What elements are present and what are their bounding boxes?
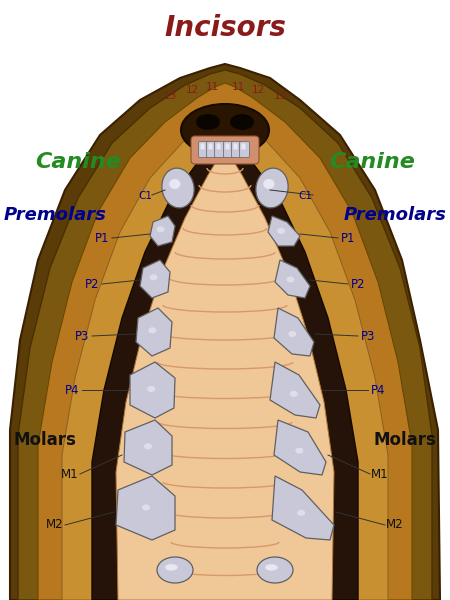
Polygon shape [274, 308, 314, 356]
Ellipse shape [265, 564, 278, 571]
FancyBboxPatch shape [191, 136, 259, 164]
Polygon shape [275, 260, 310, 298]
Polygon shape [124, 420, 172, 475]
Polygon shape [150, 216, 175, 246]
Text: P3: P3 [75, 329, 89, 343]
Ellipse shape [181, 104, 269, 156]
FancyBboxPatch shape [234, 143, 238, 149]
FancyBboxPatch shape [231, 142, 242, 157]
FancyBboxPatch shape [208, 143, 212, 149]
Text: P1: P1 [341, 232, 355, 245]
Polygon shape [272, 476, 334, 540]
Ellipse shape [169, 179, 180, 189]
Polygon shape [268, 216, 300, 246]
Polygon shape [92, 135, 358, 600]
Text: P1: P1 [95, 232, 109, 245]
Text: 11: 11 [205, 82, 219, 92]
Ellipse shape [287, 277, 294, 283]
Polygon shape [274, 420, 326, 475]
Ellipse shape [256, 168, 288, 208]
Polygon shape [130, 362, 175, 418]
Polygon shape [116, 476, 175, 540]
Ellipse shape [290, 391, 298, 397]
Text: 12: 12 [252, 85, 265, 95]
FancyBboxPatch shape [239, 142, 249, 157]
Ellipse shape [277, 228, 285, 234]
Text: Premolars: Premolars [4, 206, 107, 224]
Ellipse shape [157, 226, 165, 232]
Ellipse shape [288, 331, 297, 337]
Text: M1: M1 [61, 467, 79, 481]
Polygon shape [140, 260, 170, 298]
FancyBboxPatch shape [224, 142, 234, 157]
Ellipse shape [162, 168, 194, 208]
FancyBboxPatch shape [216, 143, 220, 149]
Text: 12: 12 [185, 85, 198, 95]
Polygon shape [62, 104, 388, 600]
Polygon shape [10, 64, 440, 600]
Ellipse shape [149, 274, 158, 280]
Ellipse shape [196, 114, 220, 130]
Text: Premolars: Premolars [343, 206, 446, 224]
Polygon shape [136, 308, 172, 356]
Text: P2: P2 [85, 277, 99, 290]
Text: C1: C1 [138, 191, 152, 201]
Text: C1: C1 [298, 191, 312, 201]
Text: P2: P2 [351, 277, 365, 290]
Ellipse shape [295, 448, 303, 454]
Polygon shape [38, 83, 412, 600]
Ellipse shape [257, 557, 293, 583]
Text: Canine: Canine [329, 152, 415, 172]
Ellipse shape [297, 510, 305, 516]
Text: P3: P3 [361, 329, 375, 343]
Ellipse shape [147, 386, 155, 392]
Polygon shape [116, 145, 334, 600]
Text: Canine: Canine [35, 152, 121, 172]
Ellipse shape [165, 564, 178, 571]
Text: P4: P4 [65, 383, 79, 397]
Text: M2: M2 [386, 518, 404, 532]
FancyBboxPatch shape [198, 142, 208, 157]
Text: M1: M1 [371, 467, 389, 481]
FancyBboxPatch shape [242, 143, 246, 149]
Ellipse shape [144, 443, 152, 449]
Text: Incisors: Incisors [164, 14, 286, 42]
Polygon shape [270, 362, 320, 418]
Polygon shape [18, 70, 432, 600]
Ellipse shape [263, 179, 274, 189]
Text: Molars: Molars [374, 431, 436, 449]
Text: Molars: Molars [14, 431, 76, 449]
Text: 13: 13 [163, 91, 176, 101]
Ellipse shape [157, 557, 193, 583]
FancyBboxPatch shape [215, 142, 225, 157]
Ellipse shape [148, 328, 156, 334]
FancyBboxPatch shape [201, 143, 204, 149]
Text: M2: M2 [46, 518, 64, 532]
FancyBboxPatch shape [207, 142, 216, 157]
Text: 13: 13 [274, 91, 287, 101]
Ellipse shape [142, 505, 150, 511]
Text: P4: P4 [371, 383, 385, 397]
FancyBboxPatch shape [225, 143, 230, 149]
Text: 11: 11 [231, 82, 245, 92]
Ellipse shape [230, 114, 254, 130]
